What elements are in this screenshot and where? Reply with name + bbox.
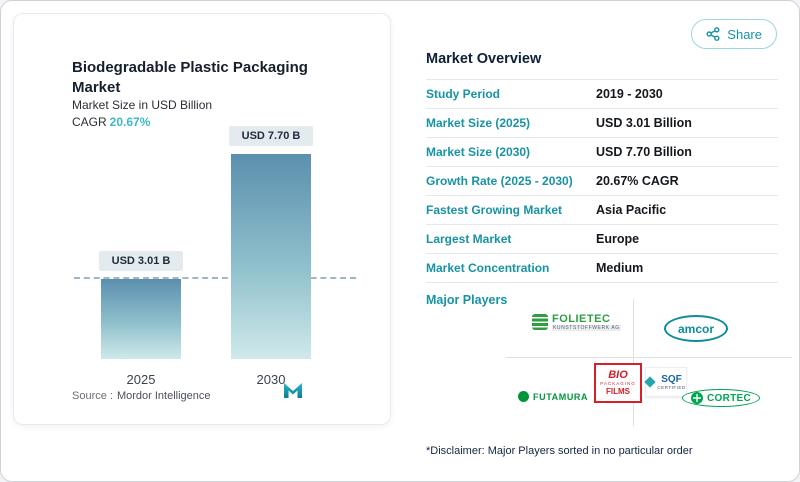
- table-row: Market Size (2025) USD 3.01 Billion: [426, 109, 778, 138]
- futamura-leaf-icon: [518, 391, 529, 402]
- bio-line2: PACKAGING: [600, 381, 636, 387]
- mordor-intelligence-logo-icon: [284, 383, 302, 398]
- sqf-subtext: CERTIFIED: [657, 385, 686, 390]
- overview-table: Study Period 2019 - 2030 Market Size (20…: [426, 79, 778, 283]
- category-label-2030: 2030: [256, 372, 286, 387]
- row-label: Market Concentration: [426, 261, 550, 275]
- logo-cortec: CORTEC: [682, 389, 761, 407]
- logo-sqf-certified: SQF CERTIFIED: [644, 367, 687, 397]
- table-row: Market Size (2030) USD 7.70 Billion: [426, 138, 778, 167]
- bar-value-label-2025: USD 3.01 B: [99, 251, 183, 271]
- row-label: Growth Rate (2025 - 2030): [426, 174, 573, 188]
- futamura-name: FUTAMURA: [533, 391, 589, 402]
- bar-2030: [231, 154, 311, 359]
- table-row: Study Period 2019 - 2030: [426, 80, 778, 109]
- sqf-name: SQF: [661, 374, 682, 385]
- logo-amcor: amcor: [664, 315, 728, 342]
- folietec-name: FOLIETEC: [552, 313, 611, 325]
- share-button[interactable]: Share: [691, 19, 777, 49]
- row-value: USD 3.01 Billion: [596, 116, 692, 130]
- cagr-value: 20.67%: [109, 115, 151, 129]
- cortec-cross-icon: [691, 392, 703, 404]
- sqf-diamond-icon: [644, 376, 657, 388]
- logo-futamura: FUTAMURA: [518, 391, 588, 402]
- source-label: Source :: [72, 390, 113, 402]
- source-line: Source : Mordor Intelligence: [72, 390, 211, 402]
- amcor-name: amcor: [677, 321, 715, 336]
- cagr-line: CAGR 20.67%: [72, 115, 150, 129]
- bar-chart: USD 3.01 B 2025 USD 7.70 B 2030: [69, 119, 369, 387]
- players-grid-horizontal-divider: [506, 357, 792, 358]
- row-value: Asia Pacific: [596, 203, 667, 217]
- major-players-label: Major Players: [426, 293, 508, 307]
- chart-title: Biodegradable Plastic Packaging Market: [72, 59, 308, 96]
- source-value: Mordor Intelligence: [116, 390, 211, 402]
- share-icon: [706, 27, 720, 41]
- row-value: USD 7.70 Billion: [596, 145, 692, 159]
- players-grid-vertical-divider: [633, 299, 634, 426]
- major-players-grid: FOLIETEC KUNSTSTOFFWERK AG amcor FUTAMUR…: [506, 299, 792, 429]
- bio-line3: FILMS: [606, 386, 630, 396]
- row-value: Europe: [596, 232, 640, 246]
- row-value: 2019 - 2030: [596, 87, 663, 101]
- logo-bio-packaging-films: BIO PACKAGING FILMS: [594, 363, 642, 403]
- disclaimer-text: *Disclaimer: Major Players sorted in no …: [426, 445, 693, 457]
- row-label: Fastest Growing Market: [426, 203, 563, 217]
- category-label-2025: 2025: [126, 372, 156, 387]
- bio-name: BIO: [608, 369, 628, 382]
- table-row: Fastest Growing Market Asia Pacific: [426, 196, 778, 225]
- row-label: Market Size (2030): [426, 145, 531, 159]
- chart-subtitle: Market Size in USD Billion: [72, 98, 213, 112]
- row-label: Study Period: [426, 87, 501, 101]
- reference-dashline: [74, 277, 356, 279]
- cagr-label: CAGR: [72, 115, 107, 129]
- chart-card: Biodegradable Plastic Packaging Market M…: [13, 13, 391, 425]
- folietec-icon: [532, 314, 548, 330]
- logo-folietec: FOLIETEC KUNSTSTOFFWERK AG: [532, 313, 621, 331]
- folietec-subtext: KUNSTSTOFFWERK AG: [552, 325, 621, 331]
- row-label: Market Size (2025): [426, 116, 531, 130]
- table-row: Growth Rate (2025 - 2030) 20.67% CAGR: [426, 167, 778, 196]
- bar-2025: [101, 279, 181, 359]
- share-label: Share: [727, 26, 762, 42]
- row-value: Medium: [596, 261, 644, 275]
- bar-value-label-2030: USD 7.70 B: [229, 126, 313, 146]
- overview-title: Market Overview: [426, 51, 542, 67]
- row-value: 20.67% CAGR: [596, 174, 679, 188]
- table-row: Largest Market Europe: [426, 225, 778, 254]
- row-label: Largest Market: [426, 232, 512, 246]
- table-row: Market Concentration Medium: [426, 254, 778, 283]
- cortec-name: CORTEC: [707, 392, 752, 404]
